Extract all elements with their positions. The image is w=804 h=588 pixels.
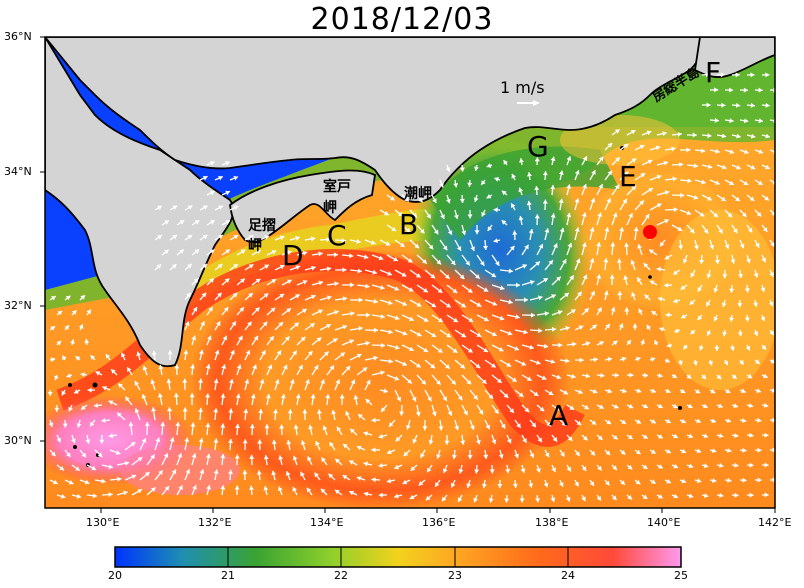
- label-b: B: [399, 208, 418, 241]
- land: [45, 37, 775, 467]
- land-boso: [694, 37, 775, 78]
- colorbar-label-22: 22: [334, 569, 348, 582]
- label-muroto-1: 室戸: [323, 178, 351, 195]
- colorbar-label-21: 21: [221, 569, 235, 582]
- colorbar-label-24: 24: [561, 569, 575, 582]
- current-vectors: [47, 72, 775, 503]
- lon-label-130: 130°E: [86, 516, 120, 529]
- label-muroto-2: 岬: [323, 200, 337, 216]
- land-kyushu: [45, 37, 235, 368]
- label-shiomisaki: 潮岬: [404, 185, 432, 202]
- scale-arrow: [517, 100, 540, 106]
- colorbar-gradient: [114, 546, 682, 568]
- lat-label-30: 30°N: [4, 434, 32, 447]
- colorbar-label-25: 25: [674, 569, 688, 582]
- map-title: 2018/12/03: [310, 2, 494, 37]
- label-ashizuri-1: 足摺: [248, 218, 276, 234]
- lon-label-140: 140°E: [647, 516, 681, 529]
- lat-label-34: 34°N: [4, 165, 32, 178]
- lon-label-138: 138°E: [535, 516, 569, 529]
- lat-ticks: [40, 36, 45, 442]
- label-a: A: [549, 399, 568, 432]
- label-c: C: [327, 219, 347, 252]
- plot-frame: [44, 36, 776, 509]
- land-shikoku: [229, 169, 376, 243]
- label-ashizuri-2: 岬: [248, 238, 262, 254]
- scale-label: 1 m/s: [500, 78, 545, 97]
- label-g: G: [527, 130, 549, 163]
- observation-marker: [643, 225, 657, 239]
- lon-ticks: [100, 508, 776, 513]
- lon-label-132: 132°E: [198, 516, 232, 529]
- label-e: E: [619, 160, 637, 193]
- lon-label-134: 134°E: [310, 516, 344, 529]
- lat-label-32: 32°N: [4, 299, 32, 312]
- colorbar-ticks: [227, 547, 569, 567]
- lon-label-142: 142°E: [758, 516, 792, 529]
- colorbar-label-20: 20: [108, 569, 122, 582]
- label-f: F: [705, 56, 721, 89]
- lat-label-36: 36°N: [4, 30, 32, 43]
- colorbar-label-23: 23: [448, 569, 462, 582]
- label-d: D: [282, 239, 304, 272]
- lon-label-136: 136°E: [422, 516, 456, 529]
